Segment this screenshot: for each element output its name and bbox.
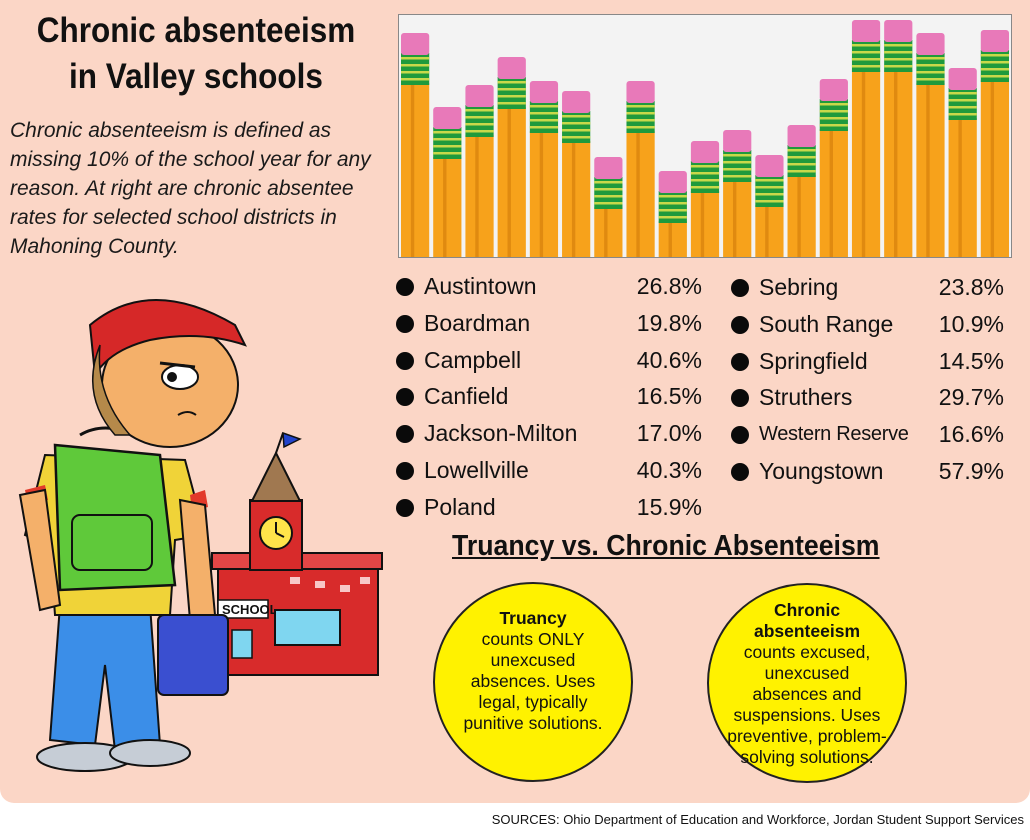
pencil-icon [787, 125, 816, 257]
pencil-icon [980, 30, 1009, 257]
district-row: Campbell 40.6% [396, 342, 702, 379]
chronic-term: Chronic absenteeism [753, 600, 861, 641]
bullet-icon [731, 279, 749, 297]
district-rate: 57.9% [938, 457, 1004, 484]
pencil-icon [401, 33, 430, 257]
district-name: Struthers [759, 384, 853, 411]
lunchbox-icon [157, 614, 229, 696]
district-rate: 29.7% [938, 384, 1004, 411]
district-rate: 15.9% [636, 493, 702, 520]
district-name: Youngstown [759, 457, 884, 484]
district-name: Austintown [424, 273, 537, 299]
district-rate: 14.5% [938, 347, 1004, 374]
bullet-icon [396, 278, 414, 296]
truancy-circle: Truancy counts ONLY unexcused absences. … [433, 582, 633, 782]
district-rate: 10.9% [938, 310, 1004, 337]
district-row: South Range 10.9% [731, 306, 1004, 343]
pencil-icon [851, 20, 881, 257]
pencil-icon [529, 81, 559, 257]
pencil-icon [433, 107, 462, 257]
bullet-icon [731, 315, 749, 334]
pencil-icon [465, 85, 494, 257]
district-name: Springfield [759, 347, 868, 374]
title-line-1: Chronic absenteeism [36, 11, 356, 50]
district-list-right: Sebring 23.8% South Range 10.9% Springfield 1… [731, 269, 1004, 490]
district-row: Youngstown 57.9% [731, 453, 1004, 490]
school-building-icon: SCHOOL [211, 431, 383, 676]
bullet-icon [731, 352, 749, 371]
district-row: Lowellville 40.3% [396, 452, 702, 489]
intro-text: Chronic absenteeism is defined as missin… [10, 119, 371, 258]
district-row: Boardman 19.8% [396, 305, 702, 342]
page-title: Chronic absenteeism in Valley schools [25, 8, 367, 100]
bullet-icon [731, 389, 749, 408]
district-name: Canfield [424, 383, 509, 410]
bullet-icon [396, 461, 414, 480]
district-rate: 16.5% [636, 383, 702, 410]
bullet-icon [731, 462, 749, 481]
bullet-icon [396, 498, 414, 517]
pencil-icon [948, 68, 977, 257]
district-name: Western Reserve [759, 423, 909, 446]
district-row: Austintown 26.8% [396, 268, 702, 305]
district-rate: 17.0% [636, 420, 702, 447]
bullet-icon [396, 351, 414, 370]
pencil-icon [884, 20, 913, 257]
district-row: Canfield 16.5% [396, 378, 702, 415]
truancy-text: counts ONLY unexcused absences. Uses leg… [463, 629, 603, 733]
pencil-icon [690, 141, 720, 257]
truancy-term: Truancy [499, 608, 567, 628]
district-rate: 40.6% [636, 346, 702, 373]
district-rate: 23.8% [938, 274, 1004, 300]
district-name: Campbell [424, 346, 522, 373]
comparison-heading: Truancy vs. Chronic Absenteeism [452, 530, 880, 562]
district-row: Jackson-Milton 17.0% [396, 415, 702, 452]
district-row: Struthers 29.7% [731, 379, 1004, 416]
district-rate: 19.8% [636, 309, 702, 336]
bullet-icon [731, 426, 749, 445]
school-sign: SCHOOL [222, 602, 278, 617]
bullet-icon [396, 388, 414, 407]
sources-credit: SOURCES: Ohio Department of Education an… [491, 812, 1024, 827]
district-rate: 40.3% [636, 456, 702, 483]
bullet-icon [396, 314, 414, 333]
district-row: Western Reserve 16.6% [731, 416, 1004, 453]
district-row: Poland 15.9% [396, 489, 702, 526]
pencils-illustration [398, 14, 1012, 258]
pencil-icon [819, 79, 848, 257]
pencil-icon [755, 155, 784, 257]
district-rate: 26.8% [636, 273, 702, 299]
district-name: Sebring [759, 274, 839, 300]
chronic-circle: Chronic absenteeism counts excused, unex… [707, 583, 907, 783]
chronic-text: counts excused, unexcused absences and s… [727, 642, 887, 767]
district-name: South Range [759, 310, 894, 337]
pencils-svg [401, 20, 1009, 257]
district-rate: 16.6% [938, 421, 1004, 448]
district-row: Springfield 14.5% [731, 343, 1004, 380]
district-name: Lowellville [424, 456, 529, 483]
pencil-icon [594, 157, 623, 257]
pencil-icon [658, 171, 687, 257]
title-line-2: in Valley schools [69, 57, 323, 96]
bullet-icon [396, 425, 414, 444]
pencil-icon [916, 33, 945, 257]
pencil-icon [626, 81, 655, 257]
pencil-icon [562, 91, 591, 257]
district-name: Boardman [424, 309, 531, 336]
district-list-left: Austintown 26.8% Boardman 19.8% Campbell 40.6… [396, 268, 702, 526]
district-name: Poland [424, 493, 496, 520]
district-name: Jackson-Milton [424, 420, 578, 447]
pencil-icon [497, 57, 526, 257]
student-cartoon: SCHOOL [18, 299, 383, 772]
district-row: Sebring 23.8% [731, 269, 1004, 306]
pencil-icon [723, 130, 752, 257]
